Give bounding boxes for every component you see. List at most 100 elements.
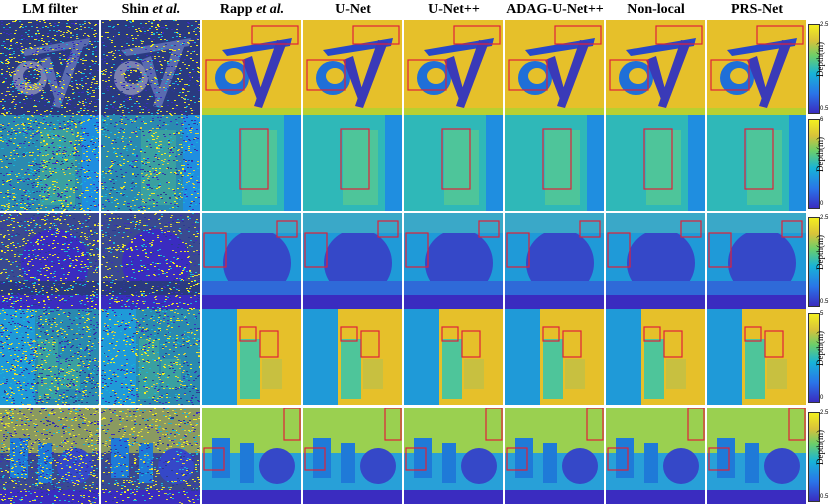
depth-image	[303, 309, 402, 405]
depth-map-row1-col2	[101, 20, 200, 116]
depth-map-row4-col1	[0, 309, 99, 405]
depth-map-row5-col3	[202, 408, 301, 504]
header-prsnet: PRS-Net	[707, 0, 807, 20]
colorbar-label: Depth(m)	[815, 137, 829, 172]
header-unet: U-Net	[303, 0, 403, 20]
depth-image	[404, 309, 503, 405]
depth-image	[606, 309, 705, 405]
depth-map-row2-col3	[202, 115, 301, 211]
depth-image	[101, 213, 200, 309]
depth-map-row3-col4	[303, 213, 402, 309]
header-rapp: Rapp et al.	[202, 0, 302, 20]
depth-image	[101, 115, 200, 211]
depth-map-row1-col5	[404, 20, 503, 116]
depth-map-row1-col4	[303, 20, 402, 116]
depth-map-row3-col6	[505, 213, 604, 309]
colorbar-min: 0	[820, 395, 823, 401]
depth-image	[303, 115, 402, 211]
depth-image	[0, 309, 99, 405]
depth-map-row3-col3	[202, 213, 301, 309]
depth-image	[707, 115, 806, 211]
header-unetpp: U-Net++	[404, 0, 504, 20]
depth-map-row4-col6	[505, 309, 604, 405]
depth-map-row1-col6	[505, 20, 604, 116]
colorbar-max: 5	[820, 311, 823, 317]
depth-image	[303, 408, 402, 504]
colorbar-min: 0	[820, 201, 823, 207]
colorbar-label: Depth(m)	[815, 430, 829, 465]
colorbar-max: 6	[820, 117, 823, 123]
depth-image	[707, 213, 806, 309]
header-shin: Shin et al.	[101, 0, 201, 20]
colorbar-max: 2.5	[820, 22, 828, 28]
depth-map-row2-col6	[505, 115, 604, 211]
depth-image	[404, 115, 503, 211]
depth-map-row2-col7	[606, 115, 705, 211]
depth-map-row2-col4	[303, 115, 402, 211]
depth-image	[505, 20, 604, 116]
depth-map-row4-col7	[606, 309, 705, 405]
depth-image	[606, 115, 705, 211]
depth-map-row5-col5	[404, 408, 503, 504]
depth-image	[0, 20, 99, 116]
depth-image	[202, 115, 301, 211]
depth-map-row5-col6	[505, 408, 604, 504]
depth-map-row4-col2	[101, 309, 200, 405]
header-lm-filter: LM filter	[0, 0, 100, 20]
depth-map-row5-col2	[101, 408, 200, 504]
depth-map-row4-col3	[202, 309, 301, 405]
depth-map-row1-col1	[0, 20, 99, 116]
depth-image	[202, 213, 301, 309]
depth-image	[606, 408, 705, 504]
depth-image	[404, 20, 503, 116]
colorbar-label: Depth(m)	[815, 331, 829, 366]
depth-image	[0, 115, 99, 211]
depth-map-row2-col1	[0, 115, 99, 211]
colorbar-min: 0.5	[820, 299, 828, 305]
colorbar-min: 0.5	[820, 106, 828, 112]
depth-map-row1-col3	[202, 20, 301, 116]
depth-image	[505, 115, 604, 211]
depth-map-row2-col2	[101, 115, 200, 211]
colorbar-max: 2.5	[820, 410, 828, 416]
depth-image	[606, 20, 705, 116]
depth-map-row3-col2	[101, 213, 200, 309]
depth-image	[404, 213, 503, 309]
depth-image	[707, 408, 806, 504]
colorbar-label: Depth(m)	[815, 235, 829, 270]
depth-image	[101, 309, 200, 405]
depth-map-row1-col8	[707, 20, 806, 116]
depth-map-row3-col7	[606, 213, 705, 309]
depth-image	[707, 309, 806, 405]
depth-map-row5-col8	[707, 408, 806, 504]
depth-map-row4-col5	[404, 309, 503, 405]
depth-map-row2-col5	[404, 115, 503, 211]
header-adag: ADAG-U-Net++	[505, 0, 605, 20]
depth-map-row5-col7	[606, 408, 705, 504]
depth-image	[303, 20, 402, 116]
depth-map-row3-col8	[707, 213, 806, 309]
depth-image	[404, 408, 503, 504]
depth-map-row2-col8	[707, 115, 806, 211]
depth-map-row5-col4	[303, 408, 402, 504]
depth-image	[202, 309, 301, 405]
depth-image	[505, 309, 604, 405]
depth-map-row1-col7	[606, 20, 705, 116]
depth-image	[101, 20, 200, 116]
depth-map-row4-col4	[303, 309, 402, 405]
depth-image	[0, 408, 99, 504]
depth-image	[707, 20, 806, 116]
depth-image	[101, 408, 200, 504]
depth-image	[505, 408, 604, 504]
depth-map-row3-col1	[0, 213, 99, 309]
depth-map-row4-col8	[707, 309, 806, 405]
depth-map-row5-col1	[0, 408, 99, 504]
colorbar-label: Depth(m)	[815, 42, 829, 77]
depth-image	[202, 408, 301, 504]
depth-image	[505, 213, 604, 309]
depth-image	[303, 213, 402, 309]
depth-map-row3-col5	[404, 213, 503, 309]
depth-image	[202, 20, 301, 116]
depth-image	[606, 213, 705, 309]
header-nonlocal: Non-local	[606, 0, 706, 20]
